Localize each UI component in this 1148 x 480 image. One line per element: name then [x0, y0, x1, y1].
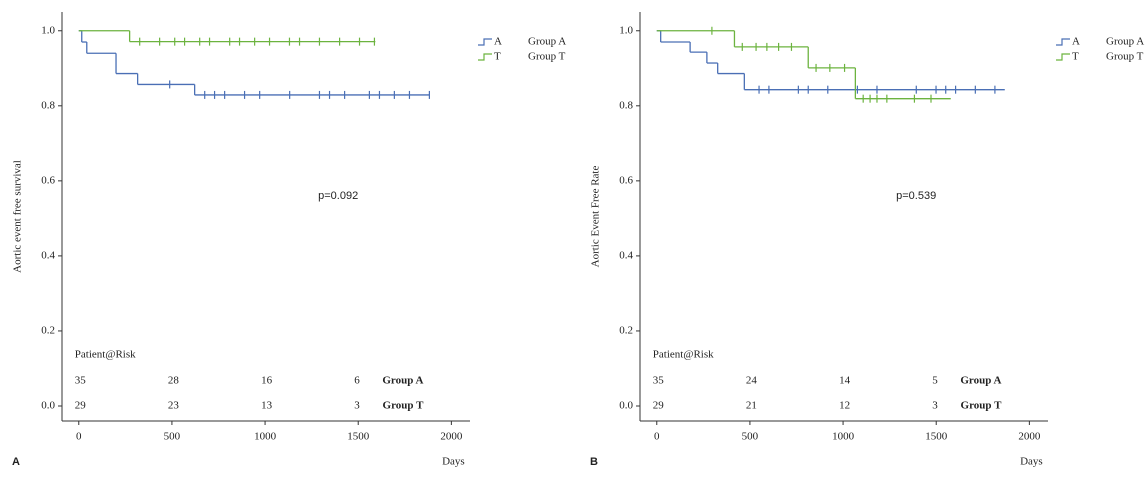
y-tick-label: 0.6	[41, 174, 55, 186]
risk-title: Patient@Risk	[653, 349, 714, 361]
risk-count: 12	[839, 400, 850, 412]
legend-label: Group T	[1106, 51, 1144, 63]
risk-count: 14	[839, 375, 851, 387]
panel-label: A	[12, 456, 20, 468]
legend-code: T	[494, 51, 501, 63]
risk-count: 16	[261, 375, 273, 387]
x-tick-label: 1500	[347, 431, 370, 443]
x-tick-label: 1000	[832, 431, 855, 443]
risk-label: Group T	[961, 400, 1003, 412]
y-tick-label: 0.8	[41, 99, 55, 111]
legend-swatch	[1056, 53, 1070, 61]
legend-label: Group A	[528, 36, 566, 48]
legend-code: T	[1072, 51, 1079, 63]
x-tick-label: 0	[76, 431, 82, 443]
legend-swatch	[478, 38, 492, 46]
legend-swatch	[478, 53, 492, 61]
y-tick-label: 0.2	[41, 324, 55, 336]
legend-code: A	[494, 36, 502, 48]
risk-count: 24	[746, 375, 758, 387]
x-tick-label: 1000	[254, 431, 277, 443]
risk-count: 21	[746, 400, 757, 412]
x-tick-label: 1500	[925, 431, 948, 443]
risk-label: Group A	[960, 375, 1001, 387]
risk-count: 13	[261, 400, 273, 412]
risk-count: 29	[75, 400, 87, 412]
risk-label: Group A	[382, 375, 423, 387]
y-tick-label: 0.4	[41, 249, 55, 261]
risk-count: 5	[932, 375, 938, 387]
legend-label: Group T	[528, 51, 566, 63]
risk-label: Group T	[383, 400, 425, 412]
y-tick-label: 0.8	[619, 99, 633, 111]
risk-count: 29	[653, 400, 665, 412]
x-axis-label: Days	[442, 456, 465, 468]
y-tick-label: 0.0	[619, 400, 633, 412]
legend-swatch	[1056, 38, 1070, 46]
risk-count: 23	[168, 400, 180, 412]
x-tick-label: 500	[164, 431, 181, 443]
y-tick-label: 1.0	[619, 24, 633, 36]
x-tick-label: 2000	[1018, 431, 1041, 443]
y-axis-label: Aortic event free survival	[12, 160, 24, 273]
risk-count: 35	[75, 375, 87, 387]
y-axis-label: Aortic Event Free Rate	[590, 166, 602, 268]
risk-count: 6	[354, 375, 360, 387]
legend-code: A	[1072, 36, 1080, 48]
y-tick-label: 0.0	[41, 400, 55, 412]
y-tick-label: 1.0	[41, 24, 55, 36]
legend-label: Group A	[1106, 36, 1144, 48]
x-tick-label: 0	[654, 431, 660, 443]
y-tick-label: 0.2	[619, 324, 633, 336]
x-tick-label: 500	[742, 431, 759, 443]
p-value: p=0.092	[318, 190, 358, 202]
p-value: p=0.539	[896, 190, 936, 202]
x-axis-label: Days	[1020, 456, 1043, 468]
y-tick-label: 0.6	[619, 174, 633, 186]
panel-label: B	[590, 456, 598, 468]
risk-count: 35	[653, 375, 665, 387]
y-tick-label: 0.4	[619, 249, 633, 261]
risk-count: 3	[354, 400, 360, 412]
risk-count: 3	[932, 400, 938, 412]
x-tick-label: 2000	[440, 431, 463, 443]
risk-title: Patient@Risk	[75, 349, 136, 361]
risk-count: 28	[168, 375, 180, 387]
